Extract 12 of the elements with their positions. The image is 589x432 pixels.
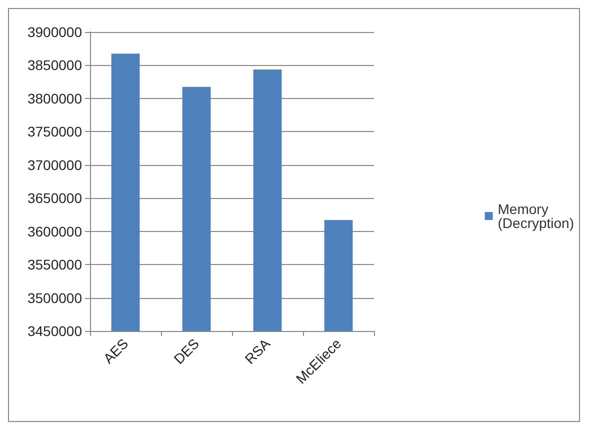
y-tick-label: 3800000 bbox=[27, 90, 82, 106]
y-tick-label: 3600000 bbox=[27, 223, 82, 240]
y-tick-label: 3650000 bbox=[27, 190, 82, 206]
y-tick-label: 3500000 bbox=[27, 290, 82, 306]
y-tick-label: 3900000 bbox=[27, 24, 82, 40]
y-tick-label: 3850000 bbox=[27, 57, 82, 74]
y-tick-label: 3450000 bbox=[27, 323, 82, 339]
legend-label: Memory (Decryption) bbox=[498, 201, 574, 231]
y-tick-label: 3550000 bbox=[27, 256, 82, 273]
x-tick-label: RSA bbox=[242, 334, 274, 367]
y-tick-label: 3700000 bbox=[27, 156, 82, 173]
y-tick-label: 3750000 bbox=[27, 124, 82, 140]
